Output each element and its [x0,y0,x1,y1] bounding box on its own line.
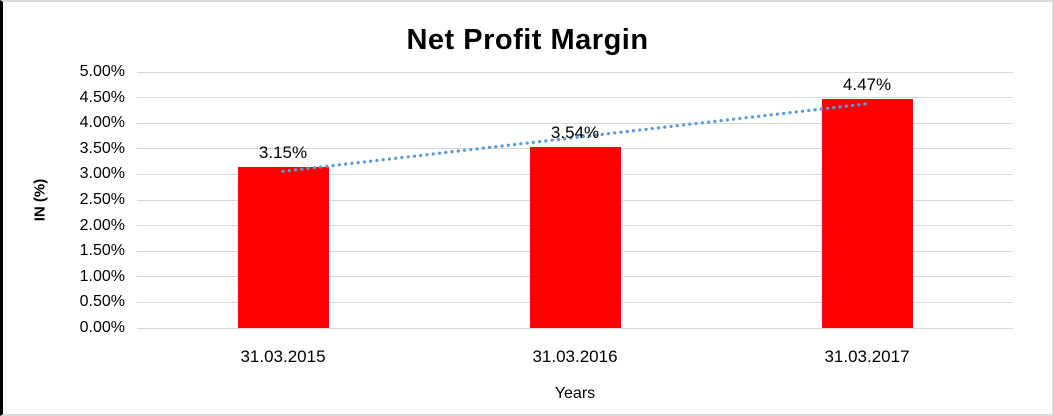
x-tick-label: 31.03.2016 [532,347,618,366]
trendline-path [281,102,869,173]
plot-area: 3.15% 3.54% 4.47% [137,71,1013,329]
bar-31.03.2015 [237,166,329,328]
x-tick-label: 31.03.2015 [240,347,326,366]
y-tick-label: 3.50% [79,139,125,157]
gridline [137,327,1013,329]
bar-value-label: 4.47% [842,75,892,95]
bar-value-label: 3.15% [258,142,308,162]
x-tick-label: 31.03.2017 [824,347,910,366]
y-tick-label: 4.50% [79,88,125,106]
gridline [137,71,1013,73]
chart-title: Net Profit Margin [406,24,649,56]
y-tick-label: 0.00% [79,319,125,336]
x-axis-title: Years [554,385,596,402]
bar-31.03.2017 [821,99,913,328]
y-tick-label: 1.50% [79,242,125,260]
y-tick-label: 2.00% [79,216,125,234]
trendline-layer [281,102,869,173]
y-tick-label: 1.00% [79,267,125,285]
y-tick-label: 5.00% [79,63,125,80]
y-tick-label: 3.00% [79,165,125,183]
y-tick-label: 2.50% [79,191,125,208]
y-tick-label: 4.00% [79,114,125,132]
bar-31.03.2016 [529,146,621,328]
x-axis-tick-labels: 31.03.2015 31.03.2016 31.03.2017 [137,347,1013,367]
y-tick-label: 0.50% [79,293,125,311]
bar-value-label: 3.54% [550,122,600,142]
gridline [137,97,1013,99]
gridline [137,122,1013,124]
